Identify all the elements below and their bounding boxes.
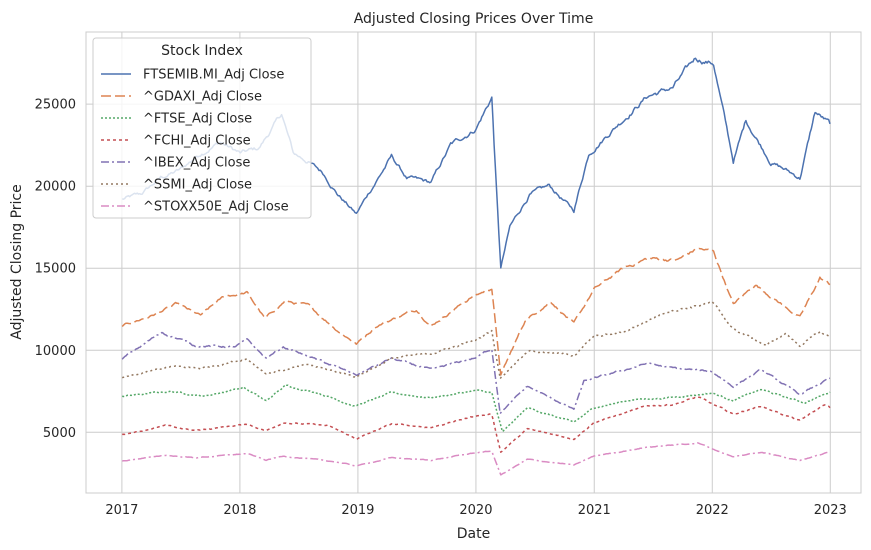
- y-tick-label: 25000: [35, 98, 76, 113]
- x-axis-ticks: 2017 2018 2019 2020 2021 2022 2023: [105, 503, 846, 518]
- y-axis-label: Adjusted Closing Price: [9, 184, 25, 340]
- legend-label: ^FTSE_Adj Close: [143, 112, 252, 127]
- x-axis-label: Date: [457, 526, 490, 542]
- x-tick-label: 2023: [814, 503, 847, 518]
- y-tick-label: 15000: [35, 262, 76, 277]
- x-tick-label: 2021: [578, 503, 611, 518]
- legend-title: Stock Index: [161, 43, 243, 59]
- chart-title: Adjusted Closing Prices Over Time: [354, 11, 594, 27]
- series-line: [122, 383, 831, 433]
- series-line: [122, 300, 831, 380]
- legend-label: ^SSMI_Adj Close: [143, 178, 252, 193]
- y-tick-label: 5000: [43, 426, 76, 441]
- x-tick-label: 2020: [459, 503, 492, 518]
- legend-label: ^IBEX_Adj Close: [143, 156, 250, 171]
- series-line: [121, 247, 831, 376]
- x-tick-label: 2019: [341, 503, 374, 518]
- legend-label: FTSEMIB.MI_Adj Close: [143, 68, 284, 83]
- y-axis-ticks: 5000 10000 15000 20000 25000: [35, 98, 76, 441]
- series-line: [122, 396, 831, 453]
- y-tick-label: 20000: [35, 180, 76, 195]
- x-tick-label: 2018: [223, 503, 256, 518]
- legend-label: ^STOXX50E_Adj Close: [143, 200, 289, 215]
- x-tick-label: 2022: [696, 503, 729, 518]
- y-tick-label: 10000: [35, 344, 76, 359]
- legend-entries: FTSEMIB.MI_Adj Close ^GDAXI_Adj Close ^FTS…: [101, 68, 289, 215]
- series-line: [121, 331, 831, 415]
- legend: Stock Index FTSEMIB.MI_Adj Close ^GDAXI_A…: [92, 37, 312, 219]
- legend-label: ^GDAXI_Adj Close: [143, 90, 262, 105]
- legend-label: ^FCHI_Adj Close: [143, 134, 251, 149]
- x-tick-label: 2017: [105, 503, 138, 518]
- legend-box: [92, 37, 312, 219]
